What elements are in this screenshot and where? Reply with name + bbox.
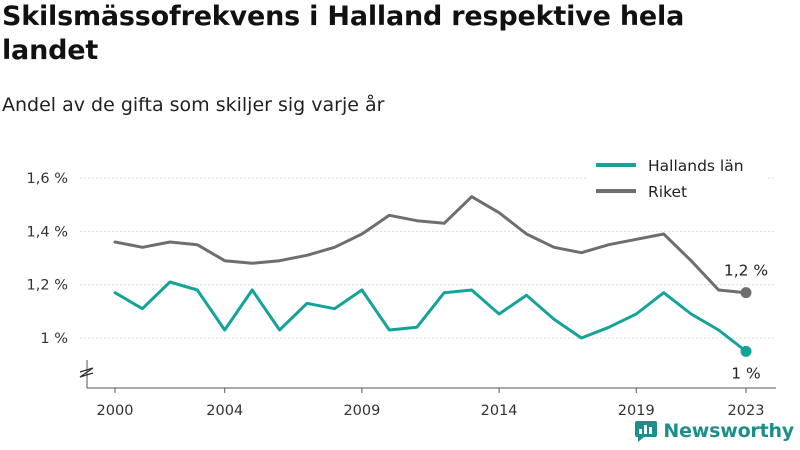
chart-title: Skilsmässofrekvens i Halland respektive … xyxy=(2,1,685,66)
x-tick-label: 2019 xyxy=(618,403,655,419)
end-labels: 1 % 1,2 % xyxy=(724,262,768,383)
series-lines xyxy=(113,195,752,357)
x-tick-label: 2009 xyxy=(343,403,380,419)
end-point-marker xyxy=(740,287,752,299)
x-axis: 2000 2004 2009 2014 2019 2023 xyxy=(87,387,776,419)
brand-logo: Newsworthy xyxy=(634,417,794,445)
end-value-label: 1,2 % xyxy=(724,262,768,280)
x-tick-label: 2000 xyxy=(97,403,134,419)
legend-label: Riket xyxy=(648,183,687,201)
end-point-marker xyxy=(740,345,752,357)
y-tick-label: 1 % xyxy=(40,331,68,347)
y-axis: 1 % 1,2 % 1,4 % 1,6 % xyxy=(27,171,94,388)
chart-subtitle: Andel av de gifta som skiljer sig varje … xyxy=(2,94,385,116)
legend: Hallands län Riket xyxy=(586,150,768,210)
end-value-label: 1 % xyxy=(731,364,761,382)
x-tick-label: 2004 xyxy=(206,403,243,419)
series-line-riket xyxy=(113,195,748,295)
axis-break-icon xyxy=(79,367,94,378)
x-tick-label: 2023 xyxy=(728,403,765,419)
legend-background xyxy=(586,150,768,210)
y-tick-label: 1,2 % xyxy=(27,278,68,294)
legend-label: Hallands län xyxy=(648,157,744,175)
y-tick-label: 1,4 % xyxy=(27,224,68,240)
y-tick-label: 1,6 % xyxy=(27,171,68,187)
newsworthy-logo-icon xyxy=(635,421,658,442)
x-tick-label: 2014 xyxy=(481,403,518,419)
brand-name: Newsworthy xyxy=(663,420,794,442)
series-line-hallands-lan xyxy=(113,280,748,353)
